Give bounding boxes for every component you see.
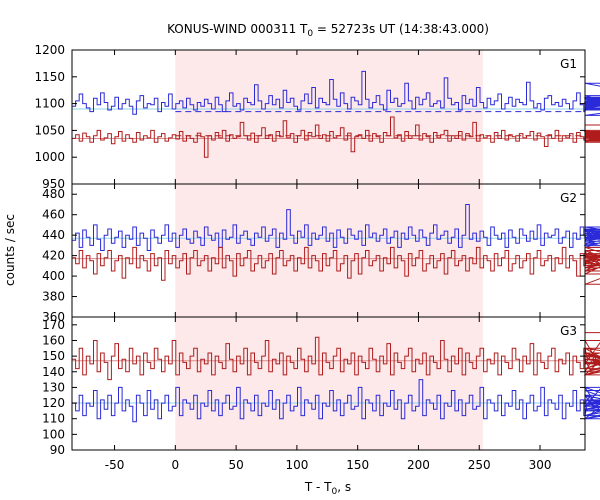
series-red-g2 bbox=[72, 246, 600, 285]
y-tick-label: 440 bbox=[42, 228, 65, 242]
xlabel-subscript: 0 bbox=[332, 487, 338, 497]
title-main: KONUS-WIND 000311 T bbox=[167, 22, 308, 36]
y-tick-label: 1150 bbox=[34, 70, 65, 84]
x-tick-label: 200 bbox=[407, 458, 430, 472]
y-tick-label: 400 bbox=[42, 269, 65, 283]
y-tick-label: 380 bbox=[42, 290, 65, 304]
x-tick-label: -50 bbox=[105, 458, 125, 472]
x-tick-label: 150 bbox=[346, 458, 369, 472]
y-tick-label: 160 bbox=[42, 333, 65, 347]
y-axis-label: counts / sec bbox=[3, 214, 17, 286]
series-red-g1 bbox=[72, 116, 600, 158]
x-tick-label: 250 bbox=[468, 458, 491, 472]
y-tick-label: 110 bbox=[42, 412, 65, 426]
y-tick-label: 1200 bbox=[34, 43, 65, 57]
y-tick-label: 120 bbox=[42, 396, 65, 410]
panel-label: G2 bbox=[560, 191, 577, 205]
chart-title: KONUS-WIND 000311 T0 = 52723s UT (14:38:… bbox=[167, 22, 489, 39]
panel-frame bbox=[71, 316, 586, 451]
series-red-g3 bbox=[72, 332, 600, 381]
y-tick-label: 460 bbox=[42, 208, 65, 222]
panel-label: G1 bbox=[560, 57, 577, 71]
panel-g1: 950 1000 1050 1100 1150 1200 G1 bbox=[34, 43, 600, 191]
shaded-interval bbox=[175, 184, 483, 317]
y-tick-label: 360 bbox=[42, 310, 65, 324]
y-tick-label: 90 bbox=[50, 443, 65, 457]
x-axis: -50 0 50 100 150 200 250 300 bbox=[105, 458, 552, 472]
y-tick-label: 170 bbox=[42, 318, 65, 332]
x-tick-label: 50 bbox=[228, 458, 243, 472]
y-tick-label: 1000 bbox=[34, 150, 65, 164]
x-tick-label: 100 bbox=[285, 458, 308, 472]
y-tick-label: 420 bbox=[42, 249, 65, 263]
series-blue-g1 bbox=[72, 70, 600, 116]
title-subscript: 0 bbox=[307, 29, 313, 39]
title-rest: = 52723s UT (14:38:43.000) bbox=[313, 22, 489, 36]
y-tick-label: 1050 bbox=[34, 123, 65, 137]
y-tick-label: 950 bbox=[42, 177, 65, 191]
y-tick-label: 130 bbox=[42, 380, 65, 394]
xlabel-main: T - T bbox=[304, 480, 332, 494]
shaded-interval bbox=[175, 317, 483, 450]
x-tick-label: 300 bbox=[529, 458, 552, 472]
y-tick-label: 140 bbox=[42, 365, 65, 379]
y-tick-label: 1100 bbox=[34, 97, 65, 111]
y-tick-label: 100 bbox=[42, 427, 65, 441]
shaded-interval bbox=[175, 50, 483, 184]
panel-label: G3 bbox=[560, 324, 577, 338]
y-tick-label: 480 bbox=[42, 187, 65, 201]
panels-group: 950 1000 1050 1100 1150 1200 G1 360 380 400 420 440… bbox=[34, 43, 600, 457]
series-blue-g3 bbox=[72, 379, 600, 423]
x-tick-label: 0 bbox=[172, 458, 180, 472]
y-tick-label: 150 bbox=[42, 349, 65, 363]
xlabel-rest: , s bbox=[337, 480, 351, 494]
panel-g2: 360 380 400 420 440 460 480 G2 bbox=[42, 183, 600, 324]
x-axis-label: T - T0, s bbox=[304, 480, 351, 497]
series-blue-g2 bbox=[72, 204, 600, 251]
